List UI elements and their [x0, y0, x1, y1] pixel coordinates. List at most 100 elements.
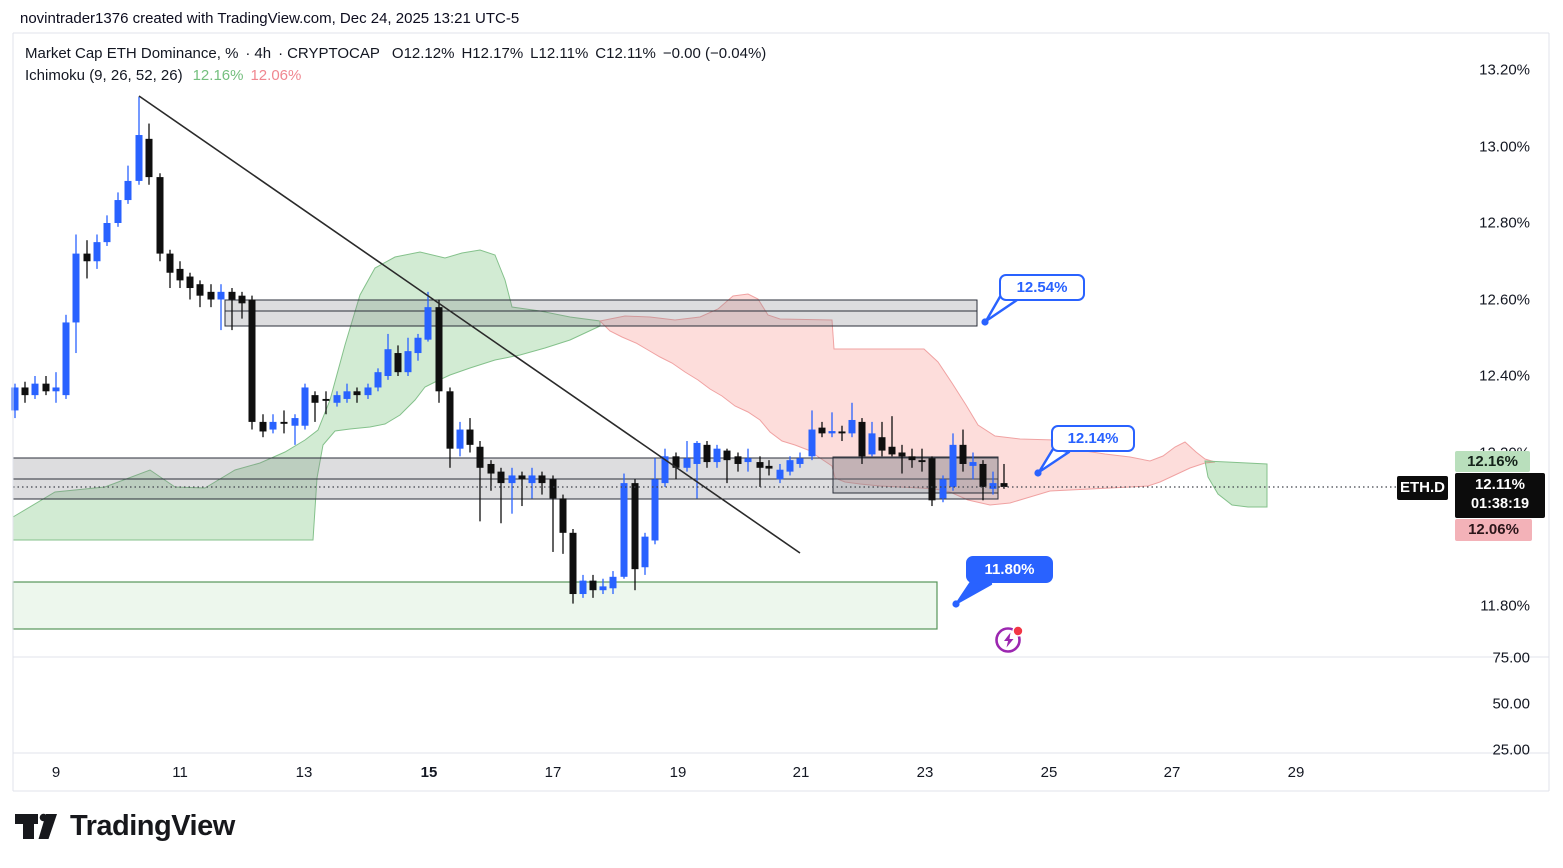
indicator-name[interactable]: Ichimoku (9, 26, 52, 26) — [25, 67, 183, 84]
candle-body — [414, 337, 422, 354]
candle-body — [166, 253, 174, 273]
candle-body — [280, 421, 288, 424]
candle-body — [508, 475, 516, 484]
candle-body — [949, 444, 957, 487]
candle-body — [83, 253, 91, 262]
candle-body — [765, 465, 773, 469]
candle-body — [72, 253, 80, 323]
candle-body — [589, 580, 597, 591]
y-axis-tick: 12.40% — [1479, 367, 1530, 385]
candle-body — [186, 276, 194, 289]
candle-body — [301, 387, 309, 426]
candle-body — [259, 421, 267, 432]
x-axis-tick: 19 — [669, 764, 687, 781]
candle-body — [989, 483, 997, 489]
price-callout-11-80[interactable]: 11.80% — [966, 556, 1053, 583]
candle-body — [898, 452, 906, 457]
candlestick-series — [11, 96, 1008, 604]
x-axis-tick: 17 — [544, 764, 562, 781]
price-axis[interactable]: 13.20%13.00%12.80%12.60%12.40%12.20%11.8… — [1450, 38, 1535, 759]
attribution-text: novintrader1376 created with TradingView… — [20, 10, 520, 27]
tradingview-logo[interactable]: TradingView — [14, 810, 235, 843]
candle-body — [848, 419, 856, 434]
candle-body — [476, 446, 484, 468]
candle-body — [723, 450, 731, 461]
change-value: −0.00 (−0.04%) — [662, 45, 767, 62]
candle-body — [196, 284, 204, 296]
tradingview-logo-mark — [15, 813, 57, 839]
senkou-a-axis-label: 12.16% — [1455, 451, 1530, 472]
callout-text: 12.54% — [1016, 279, 1068, 296]
symbol-title[interactable]: Market Cap ETH Dominance, % — [25, 45, 239, 62]
callout-anchor-dot[interactable] — [1034, 469, 1042, 477]
candle-body — [207, 291, 215, 300]
x-axis-tick: 15 — [420, 764, 438, 781]
callout-anchor-dot[interactable] — [952, 600, 960, 608]
candle-body — [756, 462, 764, 468]
candle-body — [466, 429, 474, 445]
candle-body — [374, 372, 382, 388]
lightning-bolt-icon[interactable] — [992, 623, 1026, 657]
x-axis-tick: 21 — [792, 764, 810, 781]
legend-symbol-row: Market Cap ETH Dominance, % · 4h · CRYPTOCAP… — [25, 45, 773, 62]
price-callout-12-54[interactable]: 12.54% — [999, 274, 1085, 301]
x-axis-tick: 9 — [51, 764, 61, 781]
interval-label[interactable]: 4h — [254, 45, 272, 62]
candle-body — [908, 456, 916, 461]
candle-body — [384, 349, 392, 376]
candle-body — [518, 475, 526, 480]
ohlc-high: H12.17% — [461, 45, 524, 62]
candle-body — [744, 458, 752, 463]
candle-body — [291, 418, 299, 426]
x-axis-tick: 23 — [916, 764, 934, 781]
candle-body — [878, 437, 886, 451]
candle-body — [651, 479, 659, 541]
candle-body — [31, 383, 39, 396]
supply-upper-zone[interactable] — [224, 299, 978, 327]
ichimoku-cloud-green-projection — [1204, 460, 1268, 508]
candle-body — [808, 429, 816, 457]
candle-body — [333, 395, 341, 403]
y-axis-tick: 12.80% — [1479, 214, 1530, 232]
demand-zone[interactable] — [12, 581, 938, 630]
candle-body — [683, 458, 691, 468]
trendline[interactable] — [138, 95, 801, 554]
bar-countdown: 01:38:19 — [1470, 496, 1530, 513]
candle-body — [538, 475, 546, 484]
candle-body — [549, 479, 557, 499]
candle-body — [979, 463, 987, 487]
candle-body — [1000, 483, 1008, 487]
y-axis-tick: 50.00 — [1492, 695, 1530, 713]
candle-body — [858, 421, 866, 457]
ohlc-close: C12.11% — [595, 45, 656, 62]
candle-body — [404, 351, 412, 373]
senkou-b-axis-label: 12.06% — [1455, 519, 1532, 541]
candle-body — [145, 138, 153, 178]
candle-body — [446, 391, 454, 449]
symbol-axis-flag[interactable]: ETH.D — [1397, 476, 1448, 500]
chart-legend[interactable]: Market Cap ETH Dominance, % · 4h · CRYPTOCAP… — [25, 45, 773, 84]
candle-body — [238, 295, 246, 304]
candle-body — [248, 299, 256, 422]
callout-anchor-dot[interactable] — [981, 318, 989, 326]
y-axis-tick: 13.20% — [1479, 61, 1530, 79]
time-axis[interactable]: 9 11 13 15 17 19 21 23 25 27 29 — [0, 753, 1563, 793]
price-callout-12-14[interactable]: 12.14% — [1051, 425, 1135, 452]
callout-text: 12.14% — [1067, 430, 1119, 447]
candle-body — [828, 431, 836, 434]
candle-body — [939, 479, 947, 499]
x-axis-tick: 25 — [1040, 764, 1058, 781]
candle-body — [609, 576, 617, 589]
candle-body — [959, 444, 967, 464]
legend-indicator-row: Ichimoku (9, 26, 52, 26) 12.16% 12.06% — [25, 67, 773, 84]
candle-body — [818, 427, 826, 434]
candle-body — [631, 483, 639, 570]
candle-body — [343, 391, 351, 399]
candle-body — [21, 387, 29, 396]
exchange-label: CRYPTOCAP — [287, 45, 380, 62]
x-axis-tick: 13 — [295, 764, 313, 781]
candle-body — [969, 462, 977, 466]
candle-body — [114, 200, 122, 223]
candle-body — [888, 446, 896, 455]
